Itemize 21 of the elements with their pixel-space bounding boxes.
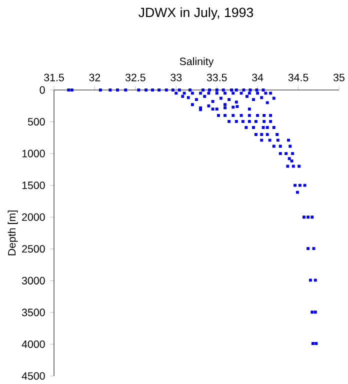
- x-tick-label: 32.5: [125, 74, 146, 82]
- y-tick-label: 4000: [22, 340, 45, 348]
- x-tick-label: 34.5: [288, 74, 308, 82]
- x-tick-label: 35: [333, 74, 344, 82]
- y-tick-label: 500: [28, 118, 45, 126]
- y-axis-title: Depth [m]: [8, 210, 18, 256]
- y-tick-label: 3000: [22, 276, 45, 284]
- y-tick-label: 2500: [22, 245, 45, 253]
- chart-title: JDWX in July, 1993: [138, 7, 254, 20]
- x-tick-label: 32: [89, 74, 100, 82]
- x-tick-label: 33.5: [206, 74, 227, 82]
- x-tick-label: 33: [170, 74, 182, 82]
- x-tick-label: 34: [252, 74, 264, 82]
- y-tick-label: 2000: [22, 213, 45, 221]
- y-tick-label: 4500: [22, 372, 45, 380]
- y-tick-label: 3500: [22, 308, 45, 316]
- x-tick-label: 31.5: [44, 74, 64, 82]
- x-axis-title: Salinity: [180, 57, 214, 68]
- y-tick-label: 1500: [22, 182, 45, 190]
- y-tick-label: 1000: [22, 150, 45, 158]
- y-tick-label: 0: [40, 86, 45, 94]
